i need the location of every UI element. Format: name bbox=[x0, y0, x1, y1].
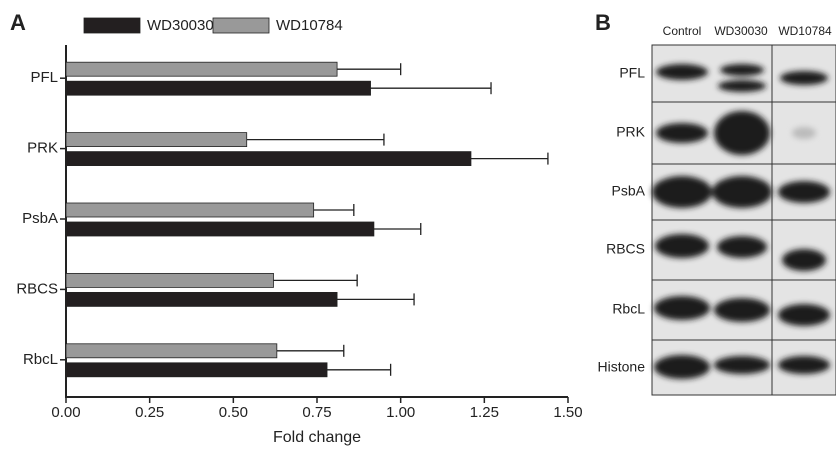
legend-swatch bbox=[213, 18, 269, 33]
panel-label: A bbox=[10, 10, 26, 35]
error-bar bbox=[327, 364, 391, 376]
blot-column-label: WD30030 bbox=[714, 24, 768, 38]
legend-label: WD30030 bbox=[147, 17, 214, 34]
blot-row-label: PsbA bbox=[612, 183, 646, 199]
page: A Fold change B 0.00 0.25 0.50 0.75 1.00 1.25… bbox=[0, 0, 836, 448]
bar bbox=[66, 133, 247, 147]
error-bar bbox=[371, 82, 491, 94]
bar bbox=[66, 81, 371, 95]
x-tick-label: 0.25 bbox=[135, 404, 164, 421]
x-tick-label: 0.00 bbox=[51, 404, 80, 421]
x-tick-label: 1.25 bbox=[470, 404, 499, 421]
y-tick-label: RbcL bbox=[23, 351, 58, 368]
bar bbox=[66, 363, 327, 377]
bar bbox=[66, 62, 337, 76]
x-tick-label: 0.75 bbox=[302, 404, 331, 421]
bar bbox=[66, 152, 471, 166]
x-axis-label: Fold change bbox=[273, 429, 361, 446]
x-tick-label: 0.50 bbox=[219, 404, 248, 421]
blot-row-label: PRK bbox=[616, 124, 645, 140]
bar bbox=[66, 292, 337, 306]
blot-column-label: WD10784 bbox=[778, 24, 832, 38]
bar bbox=[66, 203, 314, 217]
panel-label: B bbox=[595, 10, 611, 35]
blot-row-label: PFL bbox=[619, 65, 645, 81]
legend-swatch bbox=[84, 18, 140, 33]
figure: A Fold change B 0.00 0.25 0.50 0.75 1.00 1.25… bbox=[0, 0, 836, 448]
error-bar bbox=[277, 345, 344, 357]
error-bar bbox=[247, 134, 384, 146]
error-bar bbox=[337, 293, 414, 305]
error-bar bbox=[374, 223, 421, 235]
y-tick-label: PsbA bbox=[22, 210, 58, 227]
error-bar bbox=[273, 274, 357, 286]
legend-label: WD10784 bbox=[276, 17, 343, 34]
blot-column-label: Control bbox=[663, 24, 702, 38]
x-tick-label: 1.00 bbox=[386, 404, 415, 421]
y-tick-label: RBCS bbox=[16, 280, 58, 297]
blot-row-label: Histone bbox=[598, 359, 646, 375]
bar bbox=[66, 344, 277, 358]
blot-image bbox=[652, 45, 836, 395]
error-bar bbox=[337, 63, 401, 75]
error-bar bbox=[471, 153, 548, 165]
blot-row-label: RBCS bbox=[606, 241, 645, 257]
bar bbox=[66, 222, 374, 236]
error-bar bbox=[314, 204, 354, 216]
blot-row-label: RbcL bbox=[612, 301, 645, 317]
y-tick-label: PRK bbox=[27, 140, 58, 157]
y-tick-label: PFL bbox=[30, 69, 58, 86]
x-tick-label: 1.50 bbox=[553, 404, 582, 421]
bar bbox=[66, 273, 273, 287]
